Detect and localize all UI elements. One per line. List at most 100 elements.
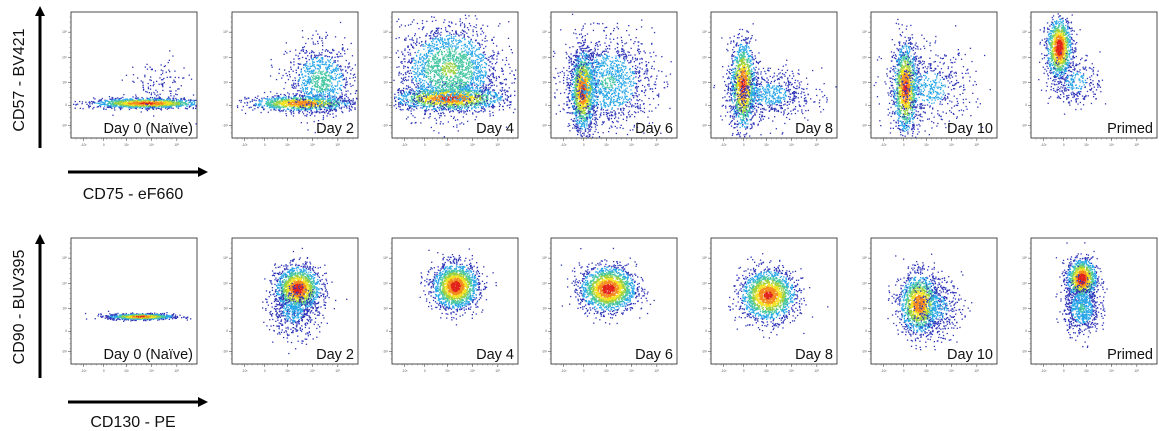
event-dot xyxy=(448,99,449,100)
event-dot xyxy=(497,100,498,101)
event-dot xyxy=(463,110,464,111)
x-tick-label: 10⁵ xyxy=(335,143,341,147)
event-dot xyxy=(161,79,162,80)
event-dot xyxy=(492,90,493,91)
event-dot xyxy=(349,110,350,111)
event-dot xyxy=(293,93,294,94)
event-dot xyxy=(439,100,440,101)
event-dot xyxy=(323,85,324,86)
event-dot xyxy=(492,112,493,113)
event-dot xyxy=(312,83,313,84)
event-dot xyxy=(324,104,325,105)
event-dot xyxy=(156,107,157,108)
event-dot xyxy=(417,91,418,92)
x-tick-label: -10³ xyxy=(81,143,87,147)
event-dot xyxy=(195,105,196,106)
event-dot xyxy=(322,91,323,92)
event-dot xyxy=(319,105,320,106)
event-dot xyxy=(114,109,115,110)
event-dot xyxy=(178,108,179,109)
event-dot xyxy=(92,108,93,109)
event-dot xyxy=(347,90,348,91)
event-dot xyxy=(355,93,356,94)
event-dot xyxy=(293,97,294,98)
event-dot xyxy=(341,56,342,57)
event-dot xyxy=(298,105,299,106)
event-dot xyxy=(302,97,303,98)
event-dot xyxy=(331,106,332,107)
event-dot xyxy=(307,87,308,88)
event-dot xyxy=(334,102,335,103)
event-dot xyxy=(99,103,100,104)
event-dot xyxy=(320,54,321,55)
event-dot xyxy=(410,110,411,111)
event-dot xyxy=(93,107,94,108)
event-dot xyxy=(316,75,317,76)
event-dot xyxy=(79,101,80,102)
event-dot xyxy=(326,78,327,79)
event-dot xyxy=(344,53,345,54)
event-dot xyxy=(350,100,351,101)
event-dot xyxy=(337,85,338,86)
event-dot xyxy=(296,85,297,86)
event-dot xyxy=(477,101,478,102)
event-dot xyxy=(285,113,286,114)
event-dot xyxy=(141,103,142,104)
event-dot xyxy=(129,107,130,108)
event-dot xyxy=(303,67,304,68)
event-dot xyxy=(345,105,346,106)
event-dot xyxy=(318,79,319,80)
event-dot xyxy=(321,88,322,89)
event-dot xyxy=(237,107,238,108)
event-dot xyxy=(139,99,140,100)
event-dot xyxy=(401,102,402,103)
event-dot xyxy=(316,57,317,58)
event-dot xyxy=(487,98,488,99)
event-dot xyxy=(181,85,182,86)
event-dot xyxy=(283,110,284,111)
event-dot xyxy=(173,98,174,99)
event-dot xyxy=(261,101,262,102)
event-dot xyxy=(350,104,351,105)
event-dot xyxy=(336,75,337,76)
event-dot xyxy=(347,49,348,50)
event-dot xyxy=(317,34,318,35)
event-dot xyxy=(260,105,261,106)
event-dot xyxy=(137,77,138,78)
event-dot xyxy=(172,55,173,56)
event-dot xyxy=(321,54,322,55)
event-dot xyxy=(166,99,167,100)
event-dot xyxy=(398,95,399,96)
event-dot xyxy=(105,100,106,101)
event-dot xyxy=(97,106,98,107)
event-dot xyxy=(349,62,350,63)
event-dot xyxy=(456,101,457,102)
event-dot xyxy=(454,99,455,100)
event-dot xyxy=(293,96,294,97)
event-dot xyxy=(325,91,326,92)
event-dot xyxy=(338,106,339,107)
event-dot xyxy=(273,105,274,106)
event-dot xyxy=(311,59,312,60)
event-dot xyxy=(510,104,511,105)
event-dot xyxy=(336,67,337,68)
event-dot xyxy=(459,101,460,102)
event-dot xyxy=(176,106,177,107)
event-dot xyxy=(318,43,319,44)
event-dot xyxy=(337,81,338,82)
event-dot xyxy=(104,106,105,107)
event-dot xyxy=(332,71,333,72)
event-dot xyxy=(139,102,140,103)
event-dot xyxy=(88,107,89,108)
event-dot xyxy=(327,80,328,81)
event-dot xyxy=(353,75,354,76)
event-dot xyxy=(334,100,335,101)
event-dot xyxy=(349,102,350,103)
event-dot xyxy=(150,101,151,102)
event-dot xyxy=(299,95,300,96)
event-dot xyxy=(322,57,323,58)
event-dot xyxy=(75,108,76,109)
event-dot xyxy=(451,116,452,117)
event-dot xyxy=(150,85,151,86)
event-dot xyxy=(328,80,329,81)
